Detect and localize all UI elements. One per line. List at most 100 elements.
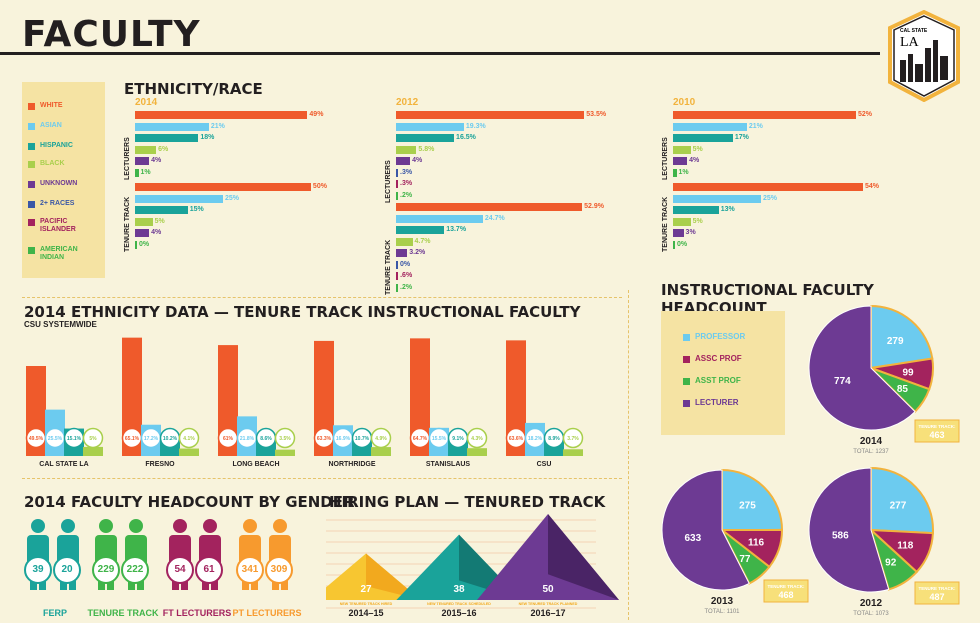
- csu-value-label: 16.9%: [336, 436, 351, 442]
- csu-value-label: 64.7%: [413, 436, 428, 442]
- pie-slice: [808, 467, 890, 593]
- tenure-badge: [763, 579, 809, 603]
- csu-value-label: 3.7%: [567, 436, 579, 442]
- bar: [673, 145, 691, 154]
- bar: [396, 283, 398, 292]
- legend-swatch: [28, 143, 35, 150]
- legend-label: ASIAN: [40, 122, 62, 129]
- ethnicity-charts: 2014 LECTURERS 49% 21% 18% 6% 4% 1% TENURE TRACK…: [0, 0, 980, 300]
- csu-value-label: 4.1%: [183, 436, 195, 442]
- csu-category-label: STANISLAUS: [426, 461, 471, 468]
- bar-value: 4%: [151, 229, 162, 236]
- page-title: FACULTY: [22, 14, 201, 55]
- hiring-sublabel: NEW TENURED TRACK HIRED: [340, 602, 393, 606]
- bar: [396, 168, 398, 177]
- bar: [673, 111, 856, 119]
- bar-value: 21%: [210, 122, 225, 130]
- legend-label: WHITE: [40, 102, 63, 109]
- bar: [673, 217, 691, 226]
- pie-value-label: 77: [739, 554, 751, 565]
- hiring-sublabel: NEW TENURED TRACK SCHEDULED: [427, 602, 491, 606]
- bar-value: .2%: [400, 191, 413, 199]
- logo-small-text: CAL STATE: [900, 28, 928, 34]
- bar: [135, 183, 311, 191]
- gender-title: 2014 FACULTY HEADCOUNT BY GENDER: [24, 493, 355, 511]
- csu-value-circle: [370, 427, 392, 449]
- csu-bar: [314, 340, 334, 456]
- legend-label: AMERICAN INDIAN: [40, 246, 78, 261]
- pie-slice: [870, 466, 934, 535]
- csu-bar: [410, 338, 430, 456]
- bar: [673, 194, 761, 203]
- bar-value: 6%: [158, 145, 169, 153]
- gender-value-circle: 54: [166, 556, 194, 584]
- legend-label: UNKNOWN: [40, 180, 78, 187]
- bar: [673, 240, 675, 249]
- tenure-track-label: TENURE TRACK: [662, 196, 669, 252]
- bar: [396, 134, 455, 142]
- gender-category-label: FT LECTURERS: [162, 608, 232, 618]
- bar: [135, 168, 139, 177]
- bar-value: 4%: [412, 157, 423, 164]
- csu-value-label: 21.8%: [240, 436, 255, 442]
- bar-value: .3%: [400, 168, 413, 176]
- legend-item: 2+ RACES: [28, 200, 96, 208]
- bar: [135, 194, 223, 203]
- legend-swatch: [28, 103, 35, 110]
- person-head: [31, 519, 45, 533]
- bar: [396, 237, 413, 246]
- bar: [135, 217, 153, 226]
- pie-slice: [870, 304, 934, 370]
- legend-item: PROFESSOR: [683, 333, 745, 341]
- bar: [396, 214, 483, 223]
- bar: [396, 122, 464, 131]
- bar-value: 4.7%: [414, 237, 431, 245]
- pie-value-label: 633: [684, 533, 701, 544]
- bar: [396, 249, 408, 257]
- lecturers-label: LECTURERS: [124, 137, 131, 180]
- csu-chart-subtitle: CSU SYSTEMWIDE: [24, 320, 97, 329]
- person-head: [99, 519, 113, 533]
- legend-item: LECTURER: [683, 398, 739, 407]
- person-head: [129, 519, 143, 533]
- pie-value-label: 99: [902, 368, 914, 379]
- hiring-value: 27: [360, 584, 372, 595]
- bar: [135, 134, 199, 142]
- bar: [396, 157, 411, 165]
- bar-value: .3%: [400, 180, 413, 187]
- legend-item: PACIFIC ISLANDER: [28, 218, 96, 234]
- csu-value-label: 10.2%: [163, 436, 178, 442]
- bar-value: 54%: [865, 183, 880, 190]
- bar: [396, 260, 398, 269]
- bar-value: 13.7%: [446, 226, 467, 233]
- tenure-track-label: TENURE TRACK: [124, 196, 131, 252]
- legend-label: LECTURER: [695, 398, 739, 407]
- bar-value: 1%: [140, 168, 151, 176]
- csu-category-label: FRESNO: [145, 461, 175, 468]
- csu-value-circle: [274, 427, 296, 449]
- bar: [673, 229, 684, 237]
- ethnicity-section-title: ETHNICITY/RACE: [124, 80, 263, 98]
- bar: [396, 145, 417, 154]
- legend-label: 2+ RACES: [40, 200, 75, 207]
- csu-value-circle: [82, 427, 104, 449]
- bar-value: 0%: [139, 240, 150, 248]
- bar-value: 0%: [400, 260, 411, 268]
- pie-value-label: 85: [897, 384, 909, 395]
- legend-swatch: [28, 219, 35, 226]
- gender-category-label: FERP: [42, 608, 67, 618]
- ethnicity-legend-items: WHITE ASIAN HISPANIC BLACK UNKNOWN 2+ RACES PA…: [22, 82, 105, 278]
- header-rule: [0, 52, 880, 55]
- bar: [135, 111, 308, 119]
- lecturers-label: LECTURERS: [662, 137, 669, 180]
- pie-value-label: 275: [739, 501, 756, 512]
- pie-value-label: 586: [832, 530, 849, 541]
- csu-bar: [371, 447, 391, 456]
- pie-total: TOTAL: 1237: [853, 449, 889, 455]
- person-head: [173, 519, 187, 533]
- csu-bar: [179, 448, 199, 456]
- lecturers-label: LECTURERS: [385, 160, 392, 203]
- pie-value-label: 118: [897, 540, 914, 551]
- tenure-badge-label: TENURE TRACK:: [768, 584, 805, 589]
- ethnicity-legend: [22, 82, 105, 278]
